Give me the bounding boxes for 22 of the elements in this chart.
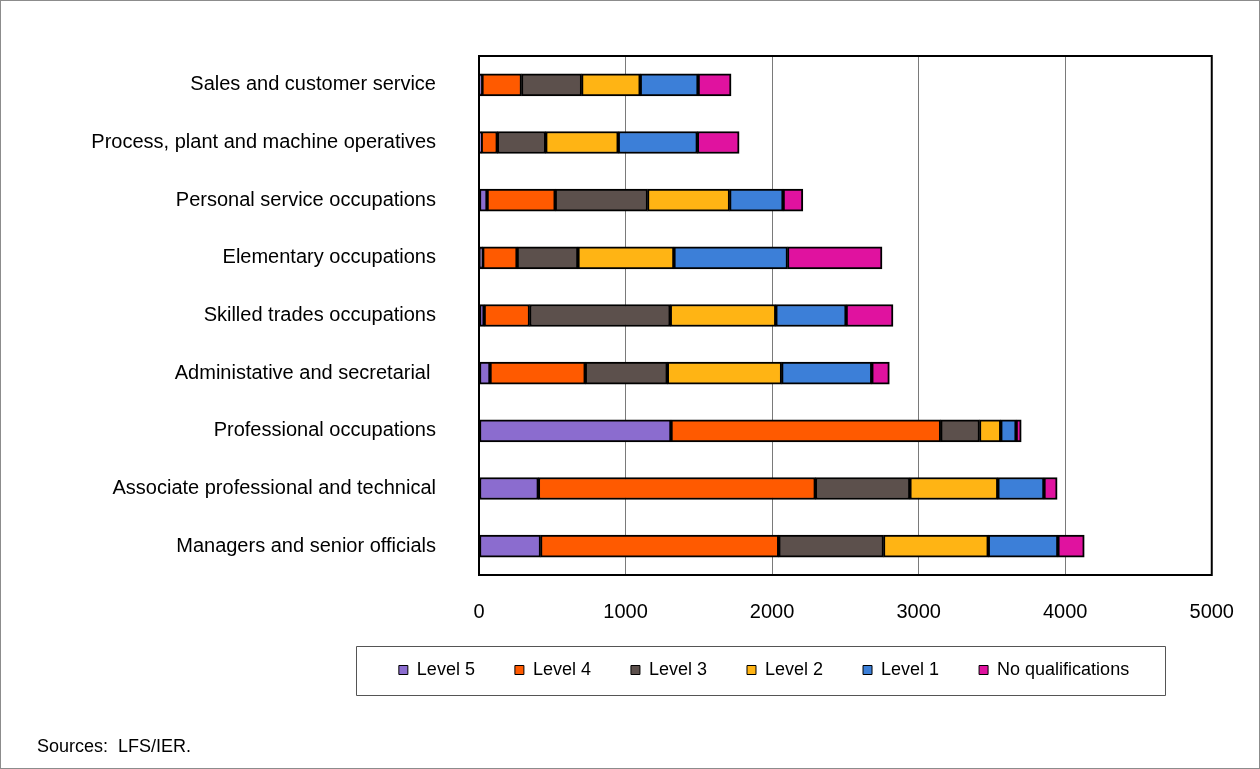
legend-label: No qualifications [997, 658, 1130, 679]
x-tick-label: 1000 [603, 599, 648, 622]
x-tick-label: 5000 [1189, 599, 1234, 622]
y-tick-label: Personal service occupations [175, 187, 436, 210]
x-tick-label: 2000 [749, 599, 795, 622]
legend-label: Level 4 [532, 658, 591, 679]
y-tick-label: Managers and senior officials [176, 533, 436, 556]
source-note: Sources: LFS/IER. [37, 735, 192, 756]
x-tick-label: 4000 [1042, 599, 1088, 622]
y-tick-label: Administative and secretarial [174, 360, 436, 383]
y-tick-label: Skilled trades occupations [203, 303, 436, 326]
legend-label: Level 2 [764, 658, 824, 679]
y-tick-label: Professional occupations [213, 418, 436, 441]
y-tick-label: Elementary occupations [222, 245, 436, 268]
x-tick-label: 3000 [896, 599, 941, 622]
legend-label: Level 1 [881, 658, 940, 679]
legend-label: Level 3 [648, 658, 707, 679]
x-tick-label: 0 [473, 599, 485, 622]
y-tick-label: Associate professional and technical [112, 476, 436, 499]
y-tick-label: Sales and customer service [190, 72, 436, 95]
legend-label: Level 5 [416, 658, 475, 679]
y-tick-label: Process, plant and machine operatives [91, 130, 436, 153]
